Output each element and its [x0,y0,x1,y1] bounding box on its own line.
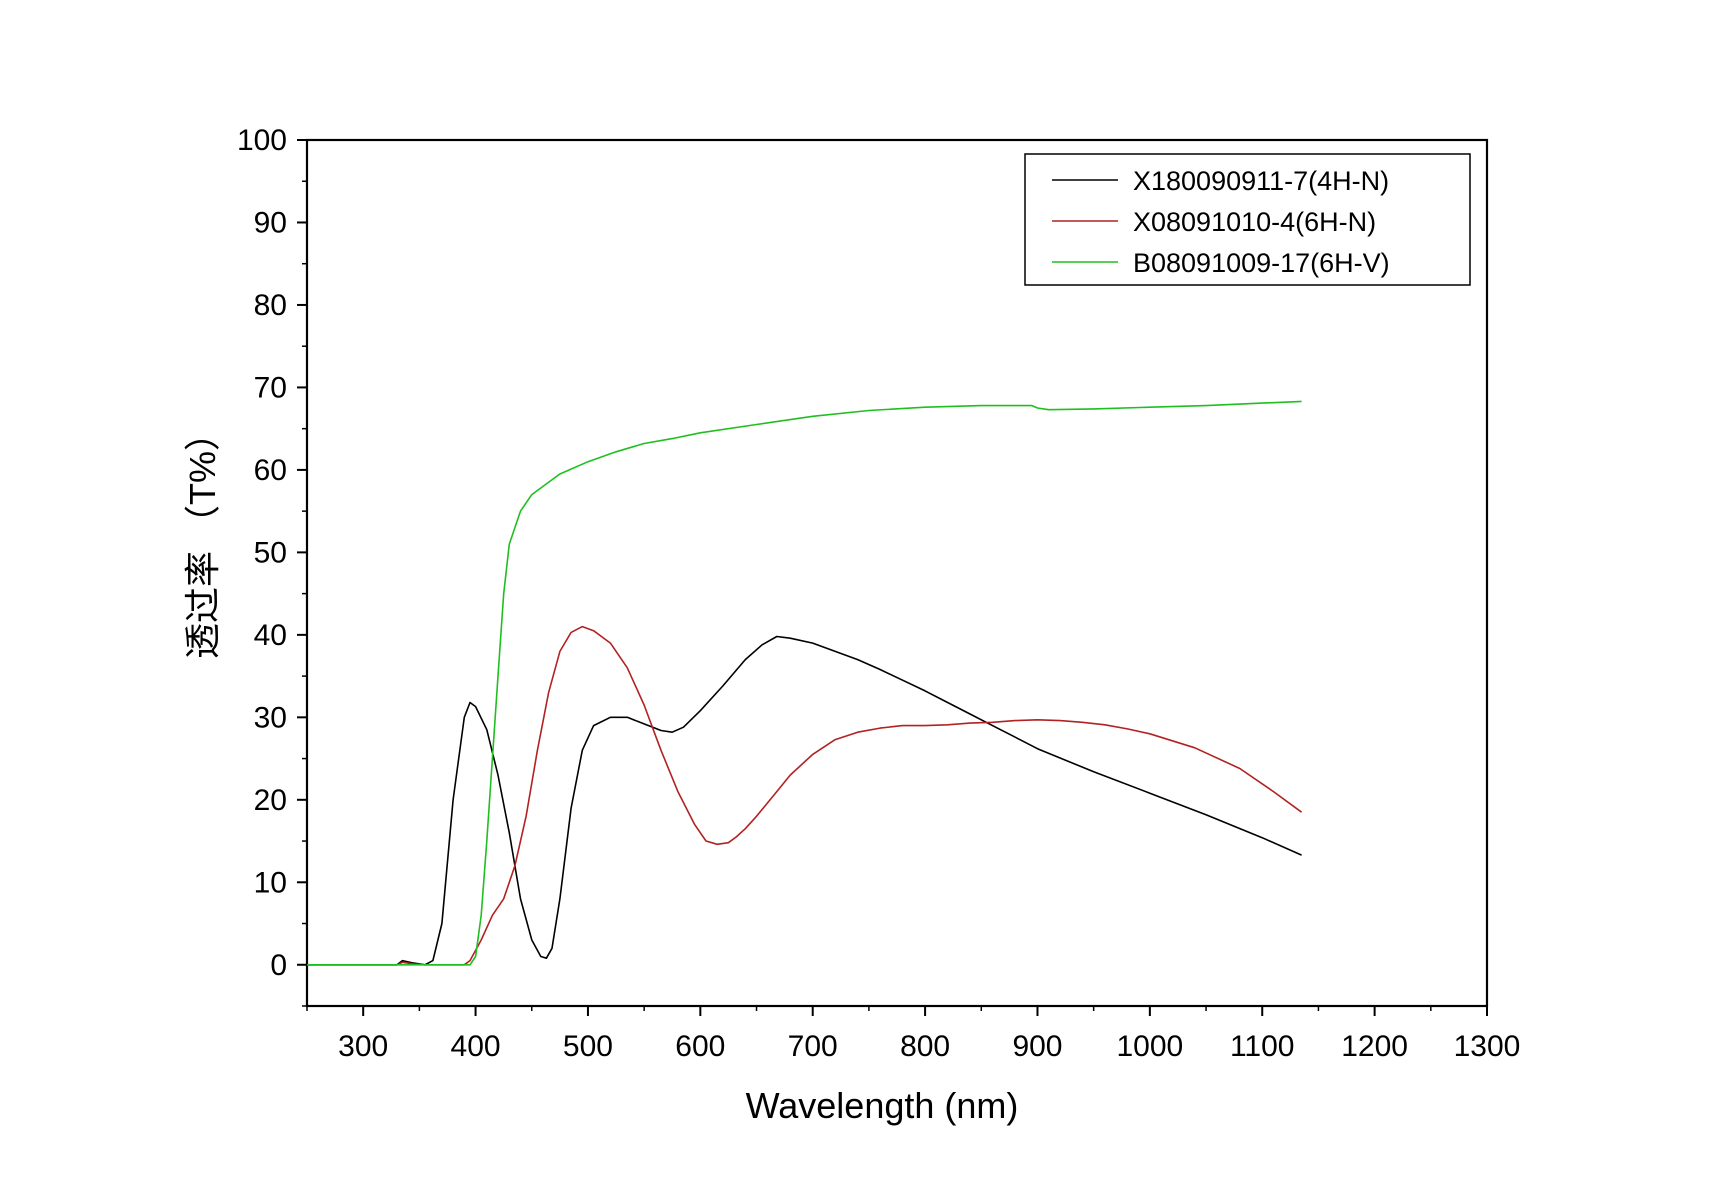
plot-frame [305,138,1489,1008]
x-tick-label: 600 [675,1030,725,1063]
x-tick-label: 1000 [1116,1030,1183,1063]
y-tick-label: 80 [254,289,287,322]
y-tick-label: 70 [254,371,287,404]
y-tick-label: 10 [254,866,287,899]
x-tick-label: 1300 [1454,1030,1521,1063]
x-tick-label: 1200 [1341,1030,1408,1063]
x-tick-label: 400 [451,1030,501,1063]
y-tick-label: 20 [254,784,287,817]
y-tick-label: 100 [237,124,287,157]
legend-label-2: B08091009-17(6H-V) [1133,248,1390,278]
y-tick-label: 50 [254,536,287,569]
x-tick-label: 800 [900,1030,950,1063]
y-tick-label: 90 [254,206,287,239]
x-tick-label: 300 [338,1030,388,1063]
x-axis: 300 400 500 600 700 800 900 1000 1100 1200 1300 [306,1006,1521,1063]
x-tick-label: 900 [1012,1030,1062,1063]
legend-label-1: X08091010-4(6H-N) [1133,207,1376,237]
x-axis-title: Wavelength (nm) [746,1085,1019,1126]
x-tick-label: 500 [563,1030,613,1063]
series-line-2 [307,400,1302,966]
series-layer [307,400,1303,966]
series-line-0 [307,635,1302,966]
x-tick-label: 700 [788,1030,838,1063]
y-tick-label: 60 [254,454,287,487]
legend: X180090911-7(4H-N) X08091010-4(6H-N) B08… [1024,153,1471,286]
legend-label-0: X180090911-7(4H-N) [1133,166,1389,196]
y-tick-label: 40 [254,619,287,652]
y-tick-label: 0 [270,949,287,982]
y-axis: 0 10 20 30 40 50 60 70 80 90 100 [237,124,307,1007]
y-tick-label: 30 [254,701,287,734]
series-line-1 [307,625,1303,966]
legend-box [1024,153,1471,286]
y-axis-title: 透过率 （T%） [182,415,223,659]
x-tick-label: 1100 [1230,1030,1295,1063]
